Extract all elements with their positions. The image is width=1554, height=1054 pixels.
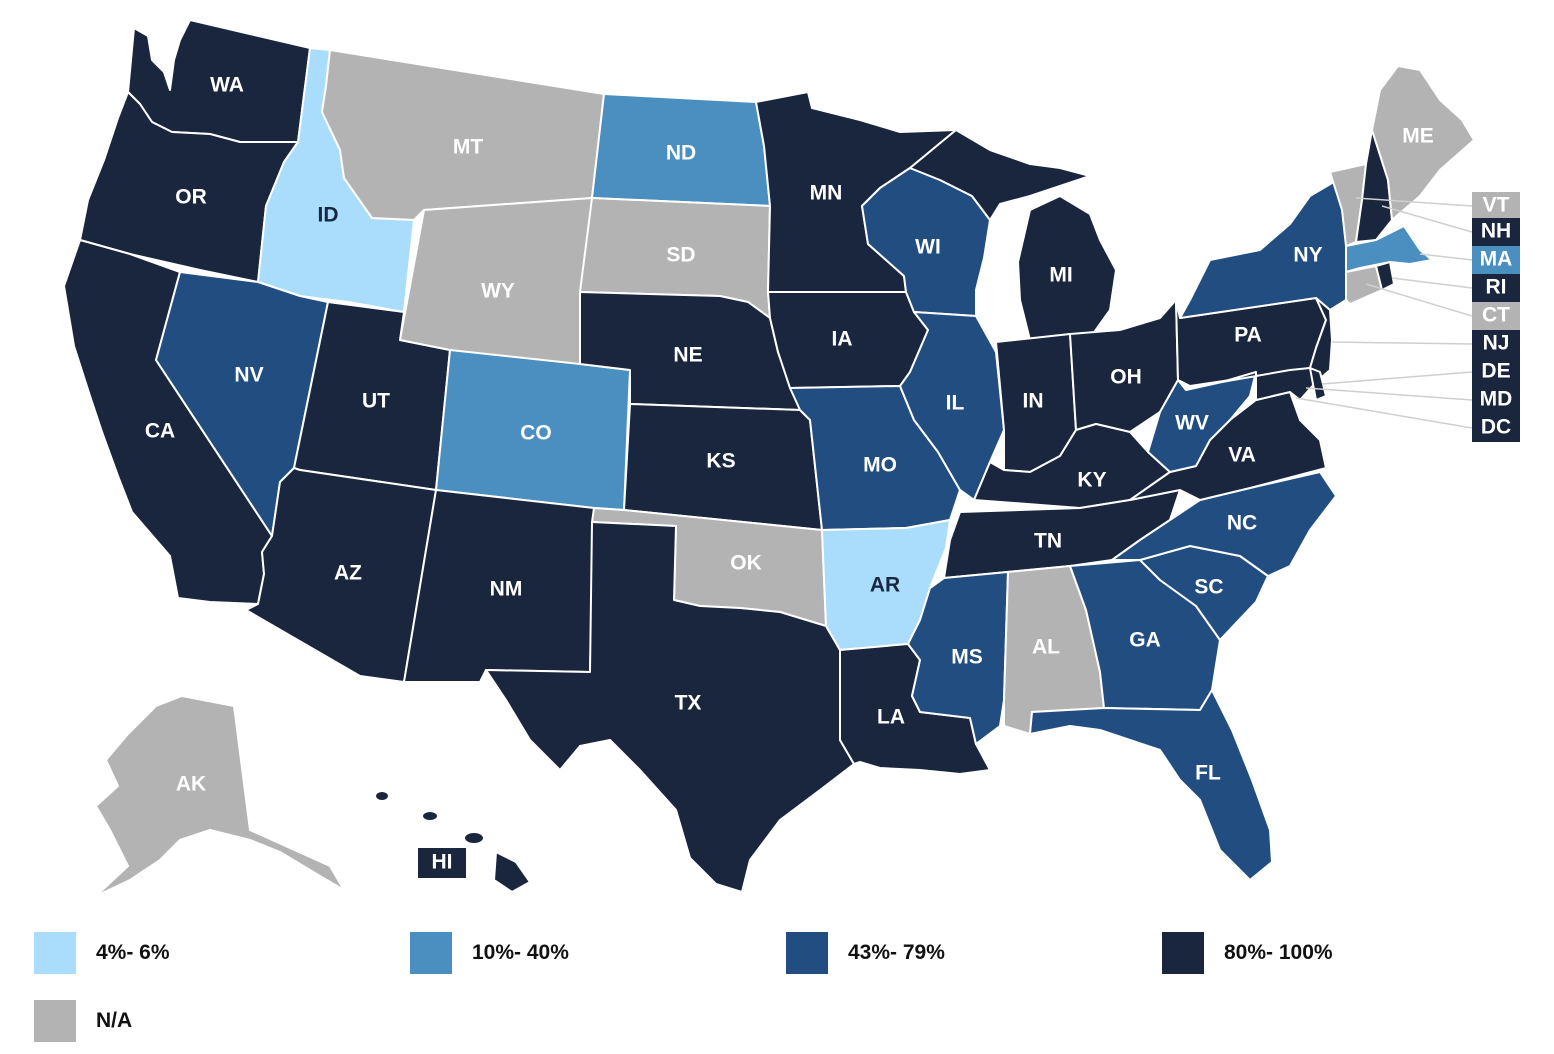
label-az: AZ <box>334 562 362 585</box>
state-tx[interactable] <box>485 521 855 893</box>
label-ar: AR <box>870 574 900 597</box>
label-hi: HI <box>432 851 453 874</box>
label-nd: ND <box>666 142 696 165</box>
state-ri[interactable] <box>1375 261 1395 291</box>
northeast-callouts: VT NH MA RI CT NJ DE MD DC <box>1295 192 1520 442</box>
state-wv[interactable] <box>1147 371 1257 473</box>
state-ct[interactable] <box>1345 265 1383 305</box>
label-ut: UT <box>362 390 390 413</box>
label-sc: SC <box>1194 576 1223 599</box>
state-mi-upper[interactable] <box>909 129 1091 221</box>
state-hi-kauai[interactable] <box>374 790 390 802</box>
label-nc: NC <box>1227 512 1257 535</box>
label-nm: NM <box>490 578 523 601</box>
label-wy: WY <box>481 280 515 303</box>
label-ne: NE <box>673 344 702 367</box>
label-de: DE <box>1481 360 1510 383</box>
label-in: IN <box>1023 390 1044 413</box>
callout-nj-box <box>1472 330 1520 358</box>
label-mn: MN <box>810 182 843 205</box>
label-vt: VT <box>1483 194 1510 217</box>
state-mi[interactable] <box>1017 195 1117 341</box>
label-pa: PA <box>1234 324 1262 347</box>
state-hi-maui[interactable] <box>463 831 485 845</box>
label-ia: IA <box>832 328 853 351</box>
label-ak: AK <box>176 773 206 796</box>
label-md: MD <box>1480 388 1513 411</box>
label-ny: NY <box>1293 244 1322 267</box>
state-fl[interactable] <box>1029 689 1273 881</box>
label-or: OR <box>175 186 207 209</box>
lake-michigan <box>984 204 1010 330</box>
label-sd: SD <box>666 244 695 267</box>
state-md[interactable] <box>1221 367 1317 401</box>
label-ca: CA <box>145 420 175 443</box>
label-mt: MT <box>453 136 483 159</box>
label-ms: MS <box>951 646 983 669</box>
callout-ct-box <box>1472 302 1520 330</box>
label-al: AL <box>1032 636 1060 659</box>
label-ct: CT <box>1482 304 1510 327</box>
label-ok: OK <box>730 552 762 575</box>
callout-ma-box <box>1472 246 1520 274</box>
label-mi: MI <box>1049 264 1072 287</box>
label-ga: GA <box>1129 629 1161 652</box>
callout-dc-box <box>1472 414 1520 442</box>
label-ky: KY <box>1077 469 1106 492</box>
label-ri: RI <box>1486 276 1507 299</box>
state-me[interactable] <box>1371 65 1475 221</box>
state-ak[interactable] <box>95 695 345 897</box>
callout-nh-box <box>1472 218 1520 246</box>
label-mo: MO <box>863 454 897 477</box>
callout-vt-box <box>1472 192 1520 220</box>
label-dc: DC <box>1481 416 1511 439</box>
label-id: ID <box>318 204 339 227</box>
callout-ri-box <box>1472 274 1520 302</box>
label-la: LA <box>877 706 905 729</box>
label-nv: NV <box>234 364 263 387</box>
label-ma: MA <box>1480 248 1513 271</box>
label-ks: KS <box>706 450 735 473</box>
callout-md-box <box>1472 386 1520 414</box>
label-nh: NH <box>1481 220 1511 243</box>
state-de[interactable] <box>1309 367 1327 401</box>
label-wa: WA <box>210 74 244 97</box>
label-wi: WI <box>915 236 941 259</box>
label-il: IL <box>946 392 965 415</box>
label-tn: TN <box>1034 530 1062 553</box>
label-fl: FL <box>1195 762 1221 785</box>
state-labels: WA OR CA ID NV UT AZ MT WY CO NM ND SD N… <box>145 74 1434 796</box>
callout-hi-box <box>418 848 466 878</box>
callout-de-box <box>1472 358 1520 386</box>
label-oh: OH <box>1110 366 1142 389</box>
label-wv: WV <box>1175 412 1209 435</box>
state-hi-oahu[interactable] <box>421 810 439 822</box>
label-va: VA <box>1228 444 1256 467</box>
label-me: ME <box>1402 125 1434 148</box>
label-co: CO <box>520 422 552 445</box>
state-nc[interactable] <box>1111 471 1337 577</box>
label-nj: NJ <box>1483 332 1510 355</box>
label-tx: TX <box>675 692 702 715</box>
state-hi-big[interactable] <box>493 851 531 893</box>
